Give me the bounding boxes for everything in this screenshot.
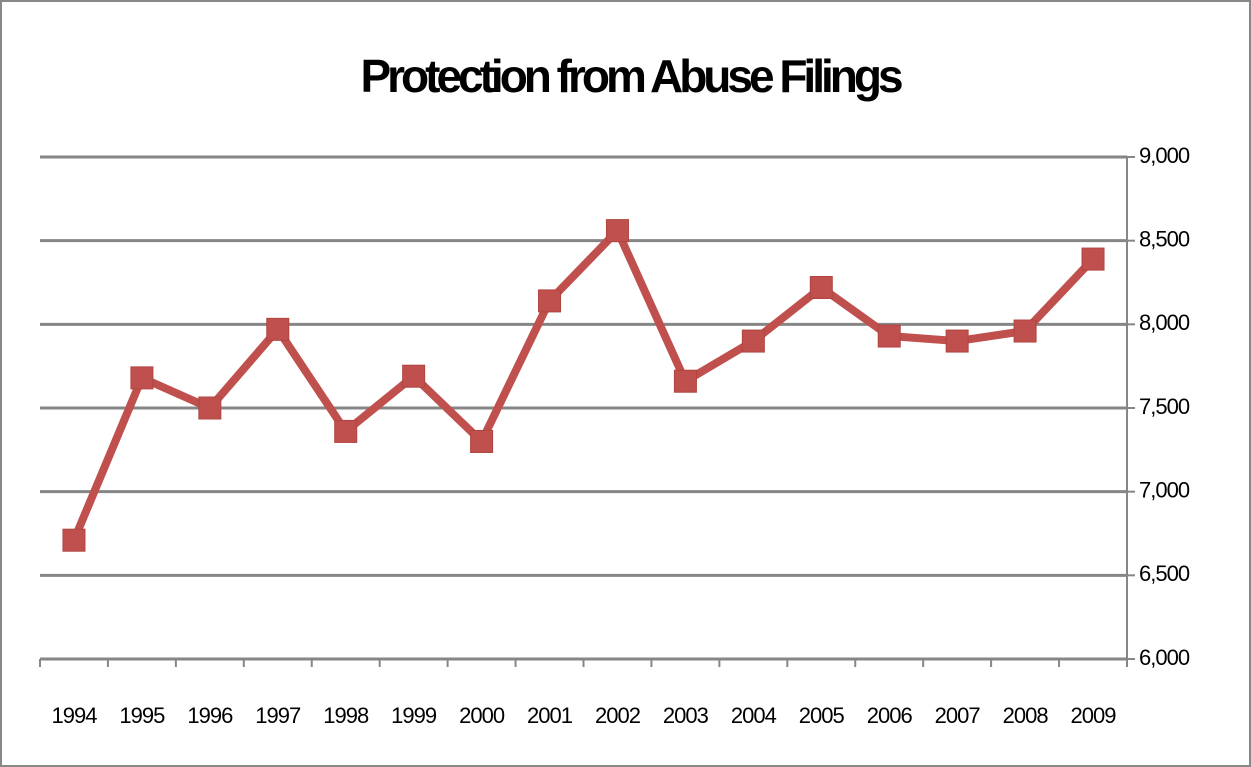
y-tick-label: 6,000	[1139, 645, 1190, 670]
series-line	[70, 226, 1096, 542]
y-tick-label: 7,000	[1139, 477, 1190, 502]
x-tick-label: 2001	[527, 703, 573, 728]
point-marker	[1013, 319, 1037, 343]
point-marker	[741, 329, 765, 353]
point-marker	[673, 369, 697, 393]
x-tick-label: 1997	[255, 703, 301, 728]
x-tick-label: 2007	[935, 703, 981, 728]
y-tick-label: 6,500	[1139, 561, 1190, 586]
x-tick-label: 1999	[391, 703, 437, 728]
point-marker	[198, 396, 222, 420]
point-marker	[538, 289, 562, 313]
x-tick-label: 2002	[595, 703, 641, 728]
y-tick-label: 7,500	[1139, 394, 1190, 419]
y-tick-label: 8,500	[1139, 226, 1190, 251]
point-marker	[62, 528, 86, 552]
point-marker	[605, 219, 629, 243]
x-tick-label: 2009	[1071, 703, 1117, 728]
point-marker	[877, 324, 901, 348]
point-marker	[334, 419, 358, 443]
x-tick-label: 1998	[323, 703, 369, 728]
y-tick-label: 8,000	[1139, 310, 1190, 335]
point-marker	[266, 317, 290, 341]
x-tick-label: 2000	[459, 703, 505, 728]
x-tick-label: 2005	[799, 703, 845, 728]
chart-title: Protection from Abuse Filings	[360, 50, 902, 102]
x-tick-label: 1995	[119, 703, 165, 728]
y-tick-label: 9,000	[1139, 143, 1190, 168]
point-marker	[470, 429, 494, 453]
x-tick-label: 1994	[51, 703, 97, 728]
x-tick-label: 2008	[1003, 703, 1049, 728]
point-marker	[402, 364, 426, 388]
point-marker	[945, 329, 969, 353]
x-tick-label: 2006	[867, 703, 913, 728]
point-marker	[1081, 247, 1105, 271]
x-tick-label: 2003	[663, 703, 709, 728]
point-marker	[809, 276, 833, 300]
x-tick-label: 1996	[187, 703, 233, 728]
x-tick-label: 2004	[731, 703, 777, 728]
point-marker	[130, 366, 154, 390]
